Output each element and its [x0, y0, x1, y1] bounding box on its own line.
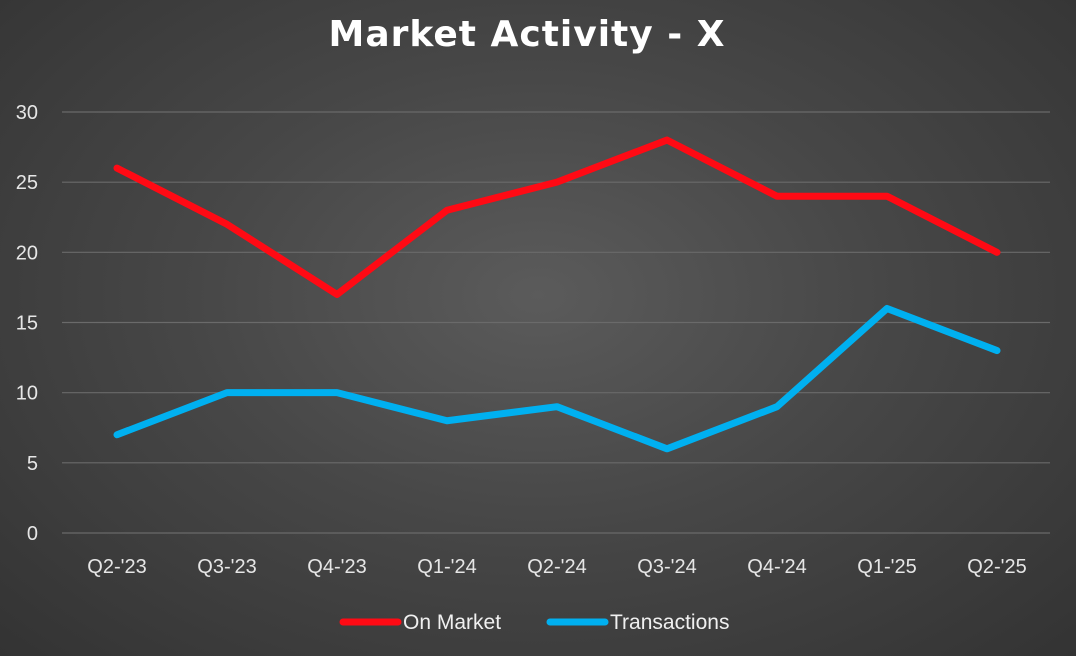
y-tick-label: 20 [16, 242, 38, 264]
y-tick-label: 0 [27, 523, 38, 545]
x-tick-label: Q2-'23 [87, 556, 146, 578]
y-tick-label: 5 [27, 453, 38, 475]
chart-title: Market Activity - X [329, 14, 726, 55]
gridlines [62, 111, 1050, 534]
y-tick-label: 25 [16, 172, 38, 194]
x-tick-label: Q2-'24 [527, 556, 586, 578]
x-tick-label: Q2-'25 [967, 556, 1026, 578]
x-tick-label: Q4-'23 [307, 556, 366, 578]
y-axis-ticks: 0 5 10 15 20 25 30 [16, 102, 38, 545]
series-lines [113, 136, 1001, 453]
legend-label: Transactions [610, 611, 729, 634]
x-axis-ticks: Q2-'23 Q3-'23 Q4-'23 Q1-'24 Q2-'24 Q3-'24 Q4-'… [87, 556, 1026, 578]
series-line-transactions [113, 304, 1001, 453]
x-tick-label: Q1-'25 [857, 556, 916, 578]
y-tick-label: 10 [16, 383, 38, 405]
y-tick-label: 15 [16, 313, 38, 335]
x-tick-label: Q3-'24 [637, 556, 696, 578]
x-tick-label: Q4-'24 [747, 556, 806, 578]
x-tick-label: Q3-'23 [197, 556, 256, 578]
legend-label: On Market [403, 611, 501, 634]
series-line-on-market [113, 136, 1001, 298]
y-tick-label: 30 [16, 102, 38, 124]
x-tick-label: Q1-'24 [417, 556, 476, 578]
legend: On Market Transactions [339, 611, 729, 634]
